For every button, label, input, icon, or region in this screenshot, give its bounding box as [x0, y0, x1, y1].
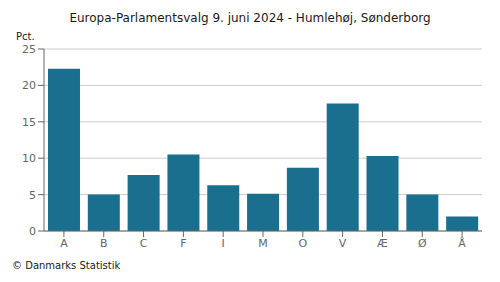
- svg-text:25: 25: [22, 43, 36, 56]
- svg-text:A: A: [60, 237, 68, 250]
- svg-text:M: M: [258, 237, 268, 250]
- svg-text:15: 15: [22, 116, 36, 129]
- svg-text:Å: Å: [458, 237, 466, 250]
- html-text:Europa-Parlamentsvalg 9. juni: Europa-Parlamentsvalg 9. juni 2024 - Hum…: [69, 11, 431, 25]
- svg-text:0: 0: [29, 225, 36, 238]
- svg-text:5: 5: [29, 189, 36, 202]
- svg-text:I: I: [222, 237, 225, 250]
- svg-text:F: F: [180, 237, 186, 250]
- svg-text:20: 20: [22, 79, 36, 92]
- svg-text:B: B: [100, 237, 108, 250]
- html-text:© Danmarks Statistik: © Danmarks Statistik: [12, 260, 121, 271]
- svg-text:C: C: [140, 237, 148, 250]
- svg-text:10: 10: [22, 152, 36, 165]
- svg-text:O: O: [298, 237, 307, 250]
- html-text:Pct.: Pct.: [16, 31, 35, 42]
- svg-text:Ø: Ø: [418, 237, 427, 250]
- svg-text:Æ: Æ: [377, 237, 388, 250]
- svg-text:V: V: [339, 237, 347, 250]
